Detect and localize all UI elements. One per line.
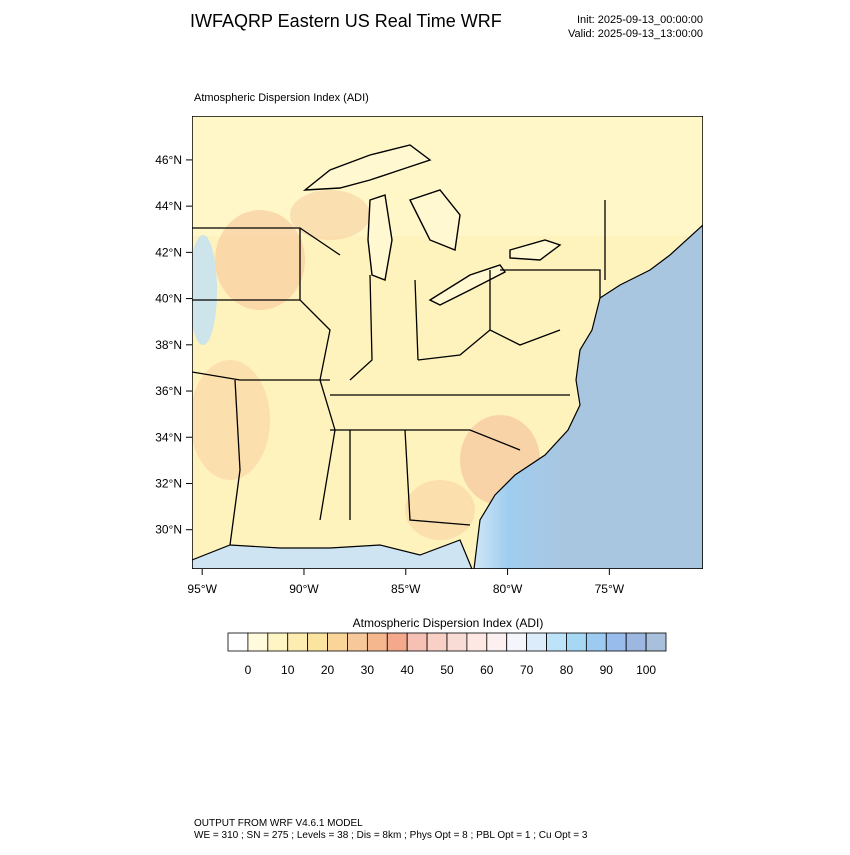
colorbar-box <box>307 632 328 652</box>
colorbar-tick-label: 40 <box>401 663 415 677</box>
colorbar-box <box>605 632 627 652</box>
axis-ticks: 46°N 44°N 42°N 40°N 38°N 36°N 34°N 32°N 30°N 95°W… <box>155 153 625 596</box>
shade <box>192 235 217 345</box>
lat-tick-label: 42°N <box>155 245 182 259</box>
colorbar-tick-label: 70 <box>520 663 534 677</box>
title: IWFAQRP Eastern US Real Time WRF <box>190 11 502 31</box>
map-label: Atmospheric Dispersion Index (ADI) <box>194 92 369 104</box>
lon-tick-label: 75°W <box>595 582 625 596</box>
colorbar-box <box>327 632 348 652</box>
colorbar-box <box>506 632 528 652</box>
lon-tick-label: 95°W <box>187 582 217 596</box>
lat-tick-label: 30°N <box>155 523 182 537</box>
atlantic <box>473 224 703 569</box>
colorbar-box <box>645 632 667 652</box>
map <box>192 116 703 569</box>
colorbar-tick-label: 90 <box>600 663 614 677</box>
colorbar-box <box>287 632 309 652</box>
lon-tick-label: 80°W <box>493 582 523 596</box>
colorbar-box <box>546 632 567 652</box>
lat-tick-label: 36°N <box>155 384 182 398</box>
colorbar-box <box>566 632 587 652</box>
valid-time: Valid: 2025-09-13_13:00:00 <box>568 28 703 40</box>
shade <box>215 210 305 310</box>
state-lines <box>192 200 606 546</box>
lat-tick-label: 46°N <box>155 153 182 167</box>
colorbar-box <box>526 632 547 652</box>
colorbar-box <box>486 632 508 652</box>
colorbar-box <box>446 632 468 652</box>
lon-tick-label: 85°W <box>391 582 421 596</box>
colorbar-box <box>625 632 647 652</box>
colorbar-tick-label: 100 <box>636 663 656 677</box>
colorbar-box <box>347 632 368 652</box>
colorbar-box <box>585 632 607 652</box>
colorbar-tick-label: 30 <box>361 663 375 677</box>
colorbar-tick-label: 10 <box>281 663 295 677</box>
footer-line: OUTPUT FROM WRF V4.6.1 MODEL <box>194 818 363 829</box>
lat-tick-label: 32°N <box>155 476 182 490</box>
colorbar-tick-label: 0 <box>245 663 252 677</box>
colorbar: 0 10 20 30 40 50 60 70 80 90 100 <box>227 632 667 677</box>
colorbar-tick-label: 20 <box>321 663 335 677</box>
lon-tick-label: 90°W <box>289 582 319 596</box>
colorbar-box <box>267 632 289 652</box>
lat-tick-label: 44°N <box>155 199 182 213</box>
colorbar-box <box>426 632 448 652</box>
init-time: Init: 2025-09-13_00:00:00 <box>577 14 703 26</box>
colorbar-box <box>406 632 428 652</box>
gulf <box>192 539 473 569</box>
colorbar-box <box>247 632 269 652</box>
colorbar-tick-label: 50 <box>440 663 454 677</box>
shade <box>405 480 475 540</box>
shade <box>192 360 270 480</box>
colorbar-box <box>386 632 408 652</box>
colorbar-box <box>466 632 488 652</box>
colorbar-title: Atmospheric Dispersion Index (ADI) <box>353 616 544 630</box>
great-lakes <box>302 144 562 306</box>
colorbar-box <box>227 632 249 652</box>
footer-line: WE = 310 ; SN = 275 ; Levels = 38 ; Dis … <box>194 830 588 841</box>
lat-tick-label: 34°N <box>155 430 182 444</box>
colorbar-box <box>366 632 388 652</box>
lat-tick-label: 38°N <box>155 338 182 352</box>
shade <box>290 190 370 240</box>
colorbar-tick-label: 60 <box>480 663 494 677</box>
lat-tick-label: 40°N <box>155 292 182 306</box>
colorbar-tick-label: 80 <box>560 663 574 677</box>
